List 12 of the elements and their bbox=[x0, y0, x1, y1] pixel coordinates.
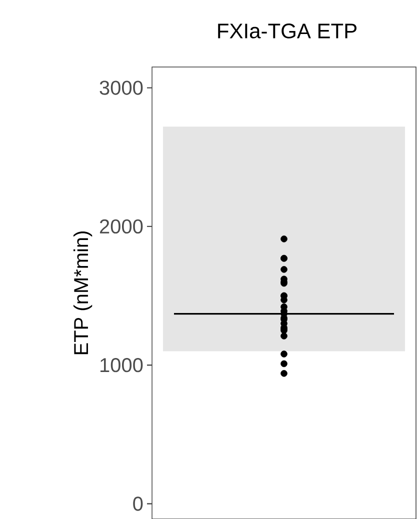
y-tick-label: 2000 bbox=[100, 219, 143, 234]
chart-title: FXIa-TGA ETP bbox=[218, 24, 356, 38]
point bbox=[280, 266, 288, 273]
point bbox=[280, 360, 288, 368]
y-tick-label: 1000 bbox=[100, 358, 143, 372]
y-tick-label: 0 bbox=[133, 496, 143, 511]
y-tick-label: 3000 bbox=[100, 80, 143, 95]
y-axis-title: ETP (nM*min) bbox=[73, 231, 92, 354]
point bbox=[280, 370, 288, 377]
point bbox=[280, 332, 288, 340]
point bbox=[280, 350, 288, 358]
point bbox=[280, 236, 288, 242]
